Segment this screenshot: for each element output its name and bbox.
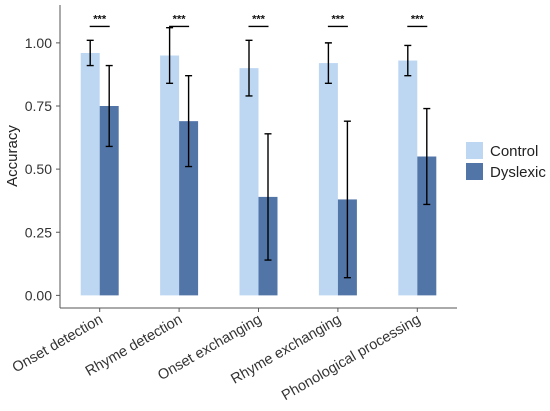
bar-dyslexic-0 (99, 106, 119, 296)
error-bar-control-4 (404, 44, 412, 77)
bar-control-0 (80, 52, 100, 296)
y-axis: 0.00 0.25 0.50 0.75 1.00 (25, 5, 61, 308)
bar-control-2 (239, 68, 259, 296)
y-axis-title: Accuracy (4, 125, 21, 187)
error-bar-control-1 (166, 27, 174, 84)
legend-label-dyslexic: Dyslexic (490, 164, 546, 181)
bar-control-1 (160, 55, 180, 296)
error-bar-control-0 (86, 39, 94, 67)
plot-area: *** *** *** *** *** (80, 13, 437, 296)
bar-control-4 (398, 60, 418, 296)
y-tick-label: 0.50 (25, 161, 52, 177)
legend-label-control: Control (490, 143, 538, 160)
significance-label: *** (331, 13, 345, 25)
error-bar-dyslexic-2 (264, 133, 272, 261)
legend: Control Dyslexic (466, 142, 546, 181)
error-bar-dyslexic-3 (343, 120, 351, 279)
y-tick-label: 0.75 (25, 98, 52, 114)
legend-swatch-dyslexic (466, 163, 483, 180)
significance-label: *** (93, 13, 107, 25)
error-bar-dyslexic-4 (423, 107, 431, 206)
y-tick-label: 0.25 (25, 224, 52, 240)
significance-label: *** (411, 13, 425, 25)
error-bar-dyslexic-0 (105, 64, 113, 148)
x-tick-label: Phonological processing (279, 312, 423, 404)
y-tick-label: 0.00 (25, 287, 52, 303)
bar-dyslexic-1 (179, 121, 199, 296)
error-bar-dyslexic-1 (185, 75, 193, 168)
significance-label: *** (173, 13, 187, 25)
significance-label: *** (252, 13, 266, 25)
legend-swatch-control (466, 142, 483, 159)
bar-control-3 (318, 63, 338, 296)
y-tick-label: 1.00 (25, 35, 52, 51)
error-bar-control-3 (324, 42, 332, 84)
bar-dyslexic-4 (417, 156, 437, 296)
error-bar-control-2 (245, 39, 253, 97)
